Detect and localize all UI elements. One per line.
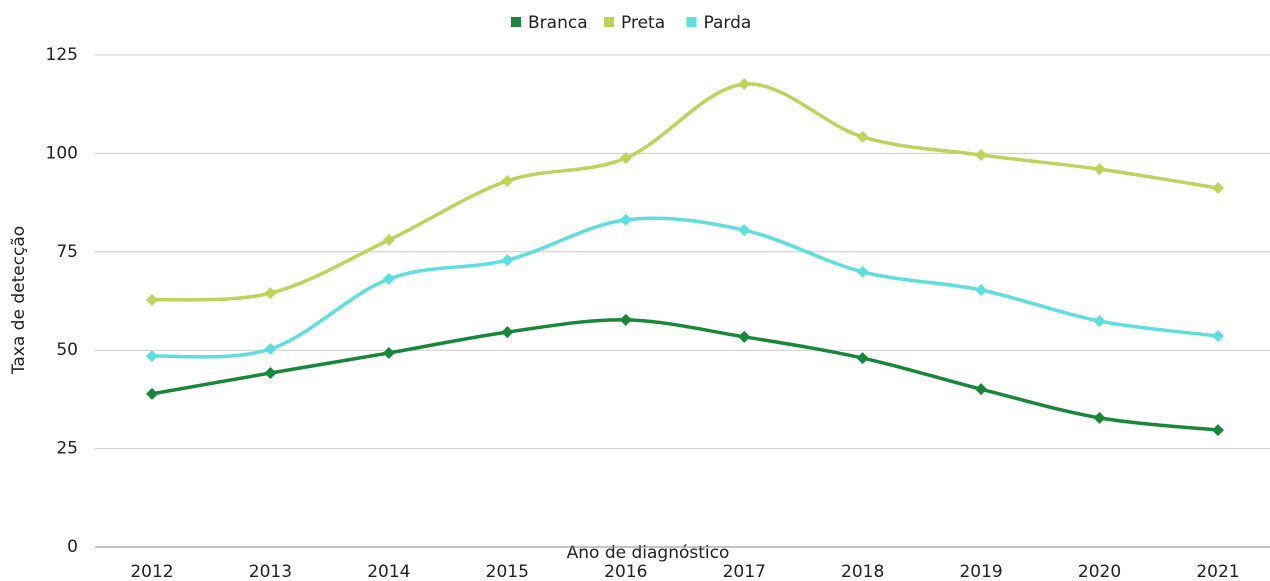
data-point — [856, 265, 869, 278]
data-point — [264, 343, 277, 356]
data-point — [382, 346, 395, 359]
data-point — [146, 293, 158, 306]
x-tick-label: 2012 — [130, 562, 173, 581]
legend-swatch — [686, 17, 697, 27]
data-point — [501, 174, 514, 187]
y-tick-label: 125 — [46, 45, 78, 65]
data-point — [975, 283, 988, 296]
legend-label: Preta — [621, 13, 665, 33]
y-tick-label: 25 — [56, 439, 78, 459]
data-point — [146, 387, 158, 400]
data-point — [738, 330, 751, 343]
data-point — [501, 326, 514, 339]
data-point — [382, 272, 395, 285]
x-tick-label: 2014 — [367, 562, 410, 581]
data-point — [856, 130, 869, 143]
data-point — [619, 152, 632, 165]
y-axis-title: Taxa de detecção — [9, 226, 29, 375]
data-point — [1211, 424, 1224, 437]
legend-label: Parda — [704, 13, 752, 33]
x-tick-label: 2015 — [486, 562, 529, 581]
x-tick-label: 2016 — [604, 562, 647, 581]
x-tick-label: 2021 — [1196, 562, 1239, 581]
x-tick-label: 2019 — [959, 562, 1002, 581]
data-point — [738, 224, 751, 237]
data-point — [975, 148, 988, 161]
series-line — [151, 82, 1219, 302]
series-line — [151, 216, 1219, 359]
x-tick-label: 2020 — [1078, 562, 1121, 581]
data-point — [264, 287, 277, 300]
series-line — [151, 318, 1219, 432]
x-tick-label: 2013 — [249, 562, 292, 581]
data-point — [1211, 182, 1224, 195]
data-point — [975, 383, 988, 396]
y-tick-label: 100 — [46, 143, 78, 163]
y-tick-label: 0 — [67, 537, 78, 557]
data-point — [501, 254, 514, 267]
legend-swatch — [511, 17, 521, 27]
data-point — [619, 213, 632, 226]
data-point — [738, 78, 751, 91]
data-point — [856, 352, 869, 365]
data-point — [1093, 411, 1106, 424]
y-tick-label: 75 — [56, 242, 78, 262]
legend-label: Branca — [528, 13, 588, 33]
x-tick-label: 2018 — [841, 562, 884, 581]
data-point — [146, 350, 158, 363]
data-point — [382, 233, 395, 246]
data-point — [1093, 315, 1106, 328]
data-point — [1211, 330, 1224, 343]
x-tick-label: 2017 — [723, 562, 766, 581]
legend-swatch — [604, 17, 614, 27]
x-axis-title: Ano de diagnóstico — [567, 543, 730, 563]
data-point — [1093, 163, 1106, 176]
data-point — [619, 313, 632, 326]
data-point — [264, 367, 277, 380]
y-tick-label: 50 — [56, 340, 78, 360]
